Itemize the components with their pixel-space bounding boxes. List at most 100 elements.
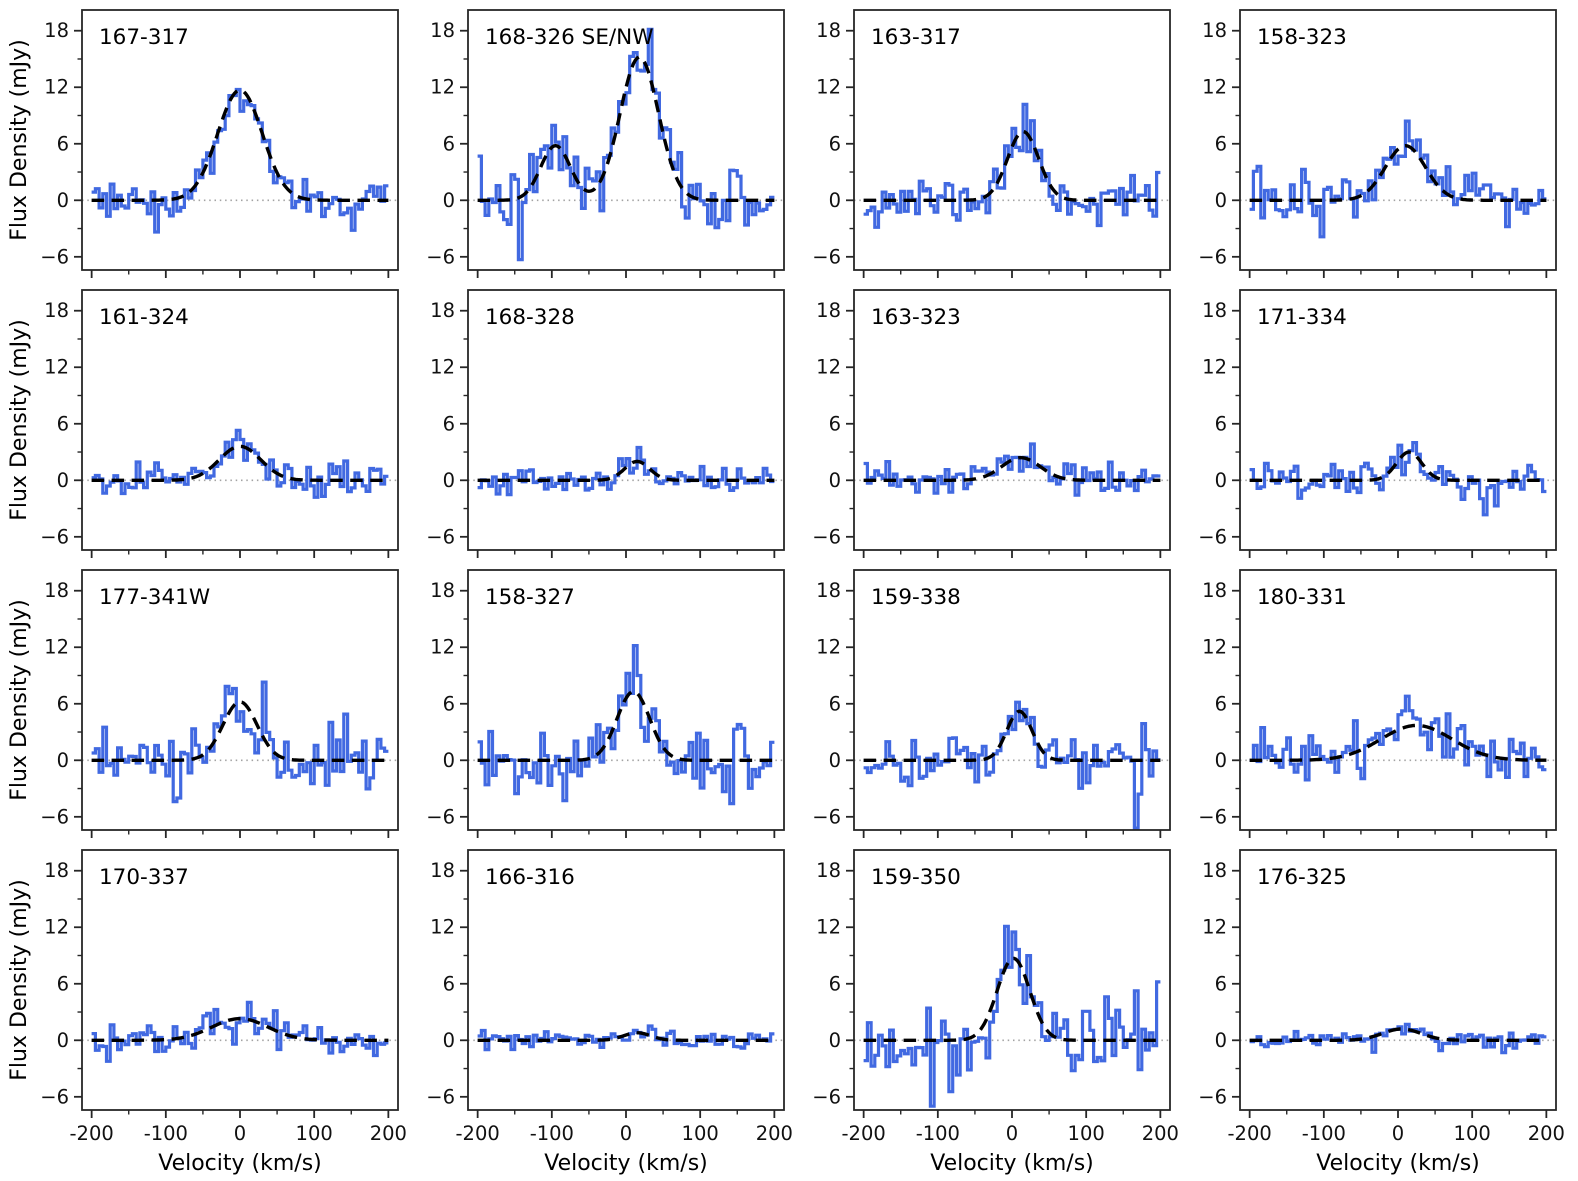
y-tick-label: 12 xyxy=(430,76,455,99)
spectrum-step-line xyxy=(863,700,1161,830)
gaussian-fit-line xyxy=(1249,143,1547,202)
y-tick-label: −6 xyxy=(1198,1085,1227,1108)
x-axis-label: Velocity (km/s) xyxy=(158,1151,322,1176)
spectrum-step-line xyxy=(91,428,389,499)
y-tick-label: 18 xyxy=(430,859,455,882)
x-axis-label: Velocity (km/s) xyxy=(1316,1151,1480,1176)
spectrum-step-line xyxy=(91,680,389,804)
panel-label: 166-316 xyxy=(485,865,575,890)
y-axis-label: Flux Density (mJy) xyxy=(7,39,32,240)
y-tick-label: 6 xyxy=(443,412,455,435)
x-tick-label: -200 xyxy=(456,1122,500,1145)
y-tick-label: 6 xyxy=(57,412,69,435)
y-tick-label: 18 xyxy=(816,579,841,602)
x-tick-label: 200 xyxy=(370,1122,407,1145)
y-tick-label: 6 xyxy=(829,692,841,715)
x-tick-label: 200 xyxy=(1528,1122,1565,1145)
panel-163-317: 18 12 6 0 −6 163-317 xyxy=(812,9,1171,278)
panel-170-337: 18 12 6 0 −6-200 -100 0 100 200 170-337 Flux Densi… xyxy=(7,849,407,1176)
y-tick-label: −6 xyxy=(40,1085,69,1108)
gaussian-fit-line xyxy=(1249,723,1547,762)
y-tick-label: 0 xyxy=(1215,189,1227,212)
y-tick-label: 6 xyxy=(57,132,69,155)
panel-177-341W: 18 12 6 0 −6 177-341W Flux Density (mJy) xyxy=(7,569,399,838)
panel-label: 158-323 xyxy=(1257,25,1347,50)
y-tick-label: −6 xyxy=(1198,525,1227,548)
panel-163-323: 18 12 6 0 −6 163-323 xyxy=(812,289,1171,558)
y-tick-label: −6 xyxy=(812,245,841,268)
x-tick-label: -100 xyxy=(530,1122,574,1145)
spectrum-step-line xyxy=(477,445,775,497)
gaussian-fit-line xyxy=(477,459,775,482)
y-tick-label: 0 xyxy=(57,469,69,492)
y-tick-label: 12 xyxy=(430,916,455,939)
x-tick-label: -200 xyxy=(1228,1122,1272,1145)
panel-171-334: 18 12 6 0 −6 171-334 xyxy=(1198,289,1557,558)
y-tick-label: 12 xyxy=(1202,76,1227,99)
y-tick-label: 6 xyxy=(1215,412,1227,435)
y-tick-label: 6 xyxy=(1215,132,1227,155)
gaussian-fit-line xyxy=(1249,1027,1547,1042)
y-tick-label: 0 xyxy=(443,749,455,772)
y-tick-label: 12 xyxy=(816,636,841,659)
y-tick-label: 6 xyxy=(57,972,69,995)
gaussian-fit-line xyxy=(477,1031,775,1042)
y-tick-label: 12 xyxy=(44,356,69,379)
y-tick-label: 12 xyxy=(44,76,69,99)
spectrum-step-line xyxy=(477,1024,775,1052)
gaussian-fit-line xyxy=(91,700,389,762)
gaussian-fit-line xyxy=(91,444,389,482)
y-tick-label: 0 xyxy=(443,1029,455,1052)
y-tick-label: −6 xyxy=(812,1085,841,1108)
y-tick-label: −6 xyxy=(40,245,69,268)
x-tick-label: 100 xyxy=(1068,1122,1105,1145)
panel-label: 163-323 xyxy=(871,305,961,330)
x-axis-label: Velocity (km/s) xyxy=(930,1151,1094,1176)
y-tick-label: 12 xyxy=(816,916,841,939)
y-tick-label: 18 xyxy=(44,859,69,882)
y-tick-label: −6 xyxy=(40,525,69,548)
spectrum-step-line xyxy=(91,1000,389,1063)
panel-label: 163-317 xyxy=(871,25,961,50)
y-tick-label: 6 xyxy=(829,132,841,155)
y-tick-label: 6 xyxy=(57,692,69,715)
x-tick-label: 100 xyxy=(296,1122,333,1145)
gaussian-fit-line xyxy=(863,129,1161,202)
panel-label: 171-334 xyxy=(1257,305,1347,330)
panel-158-323: 18 12 6 0 −6 158-323 xyxy=(1198,9,1557,278)
y-tick-label: 12 xyxy=(816,76,841,99)
y-axis-label: Flux Density (mJy) xyxy=(7,599,32,800)
panel-label: 176-325 xyxy=(1257,865,1347,890)
y-tick-label: 0 xyxy=(1215,749,1227,772)
y-tick-label: 18 xyxy=(430,579,455,602)
gaussian-fit-line xyxy=(1249,450,1547,482)
spectrum-step-line xyxy=(1249,441,1547,517)
gaussian-fit-line xyxy=(477,689,775,762)
panel-180-331: 18 12 6 0 −6 180-331 xyxy=(1198,569,1557,838)
panel-label: 168-328 xyxy=(485,305,575,330)
panel-161-324: 18 12 6 0 −6 161-324 Flux Density (mJy) xyxy=(7,289,399,558)
panel-158-327: 18 12 6 0 −6 158-327 xyxy=(426,569,785,838)
y-axis-label: Flux Density (mJy) xyxy=(7,879,32,1080)
x-tick-label: -100 xyxy=(144,1122,188,1145)
y-tick-label: 0 xyxy=(829,749,841,772)
y-tick-label: −6 xyxy=(426,525,455,548)
y-tick-label: 6 xyxy=(443,972,455,995)
y-tick-label: −6 xyxy=(1198,805,1227,828)
y-tick-label: 0 xyxy=(829,469,841,492)
spectrum-step-line xyxy=(477,27,775,262)
panel-label: 168-326 SE/NW xyxy=(485,25,653,50)
y-tick-label: 18 xyxy=(1202,19,1227,42)
y-tick-label: −6 xyxy=(426,245,455,268)
y-tick-label: 0 xyxy=(829,1029,841,1052)
y-tick-label: 18 xyxy=(430,299,455,322)
spectrum-step-line xyxy=(1249,119,1547,239)
spectrum-step-line xyxy=(863,442,1161,497)
spectrum-step-line xyxy=(477,644,775,806)
y-tick-label: 12 xyxy=(1202,636,1227,659)
y-tick-label: 18 xyxy=(1202,859,1227,882)
y-tick-label: 0 xyxy=(1215,469,1227,492)
panel-label: 159-350 xyxy=(871,865,961,890)
